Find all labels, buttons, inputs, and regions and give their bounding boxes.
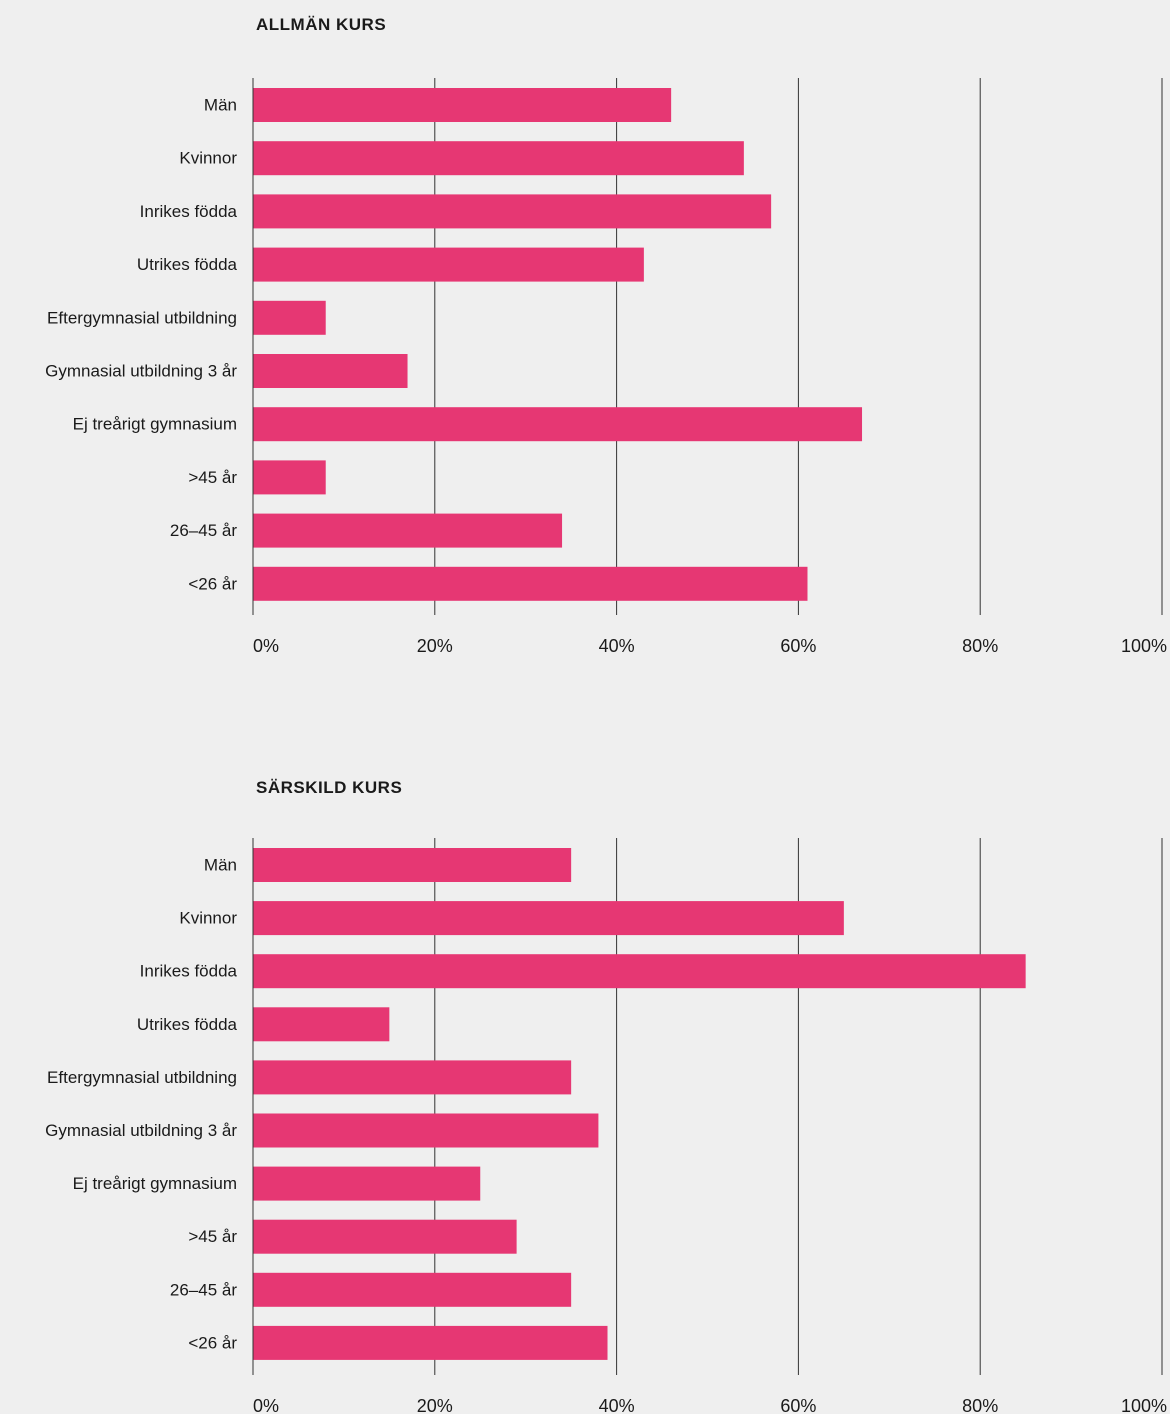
tick-label: 60% [780,636,816,656]
bar [253,354,408,388]
bar [253,1166,481,1201]
bar [253,1113,599,1148]
bar [253,1007,390,1042]
category-label: Kvinnor [179,149,237,168]
category-label: >45 år [188,468,237,487]
tick-label: 80% [962,636,998,656]
category-label: Män [204,856,237,875]
category-label: Gymnasial utbildning 3 år [45,362,237,381]
bar [253,513,563,548]
bar [253,1060,572,1095]
bar [253,1219,517,1254]
chart-panel-allman: ALLMÄN KURS Män Kvinnor Inrikes födda Utrik… [0,0,1170,700]
tick-label: 20% [417,636,453,656]
bar [253,1325,608,1360]
tick-label: 100% [1121,636,1167,656]
bar [253,407,863,442]
category-label: Eftergymnasial utbildning [47,1068,237,1087]
category-label: <26 år [188,1333,237,1352]
bar [253,566,808,601]
bar-chart-allman: Män Kvinnor Inrikes födda Utrikes födda Efte… [45,78,1167,656]
category-label: Ej treårigt gymnasium [73,415,237,434]
tick-label: 0% [253,636,279,656]
bar [253,247,644,282]
bar [253,88,672,122]
bar [253,141,744,176]
bar [253,300,326,335]
chart-title: ALLMÄN KURS [256,15,387,34]
category-label: Ej treårigt gymnasium [73,1174,237,1193]
tick-label: 40% [599,1396,635,1414]
category-label: Inrikes födda [140,202,238,221]
bar [253,194,772,229]
bar [253,848,572,882]
category-label: Utrikes födda [137,255,238,274]
tick-label: 0% [253,1396,279,1414]
category-label: 26–45 år [170,1280,237,1299]
chart-title: SÄRSKILD KURS [256,778,403,797]
tick-label: 40% [599,636,635,656]
tick-label: 80% [962,1396,998,1414]
bar [253,1272,572,1307]
bar [253,460,326,495]
category-label: Gymnasial utbildning 3 år [45,1121,237,1140]
bar [253,954,1026,989]
category-label: 26–45 år [170,521,237,540]
tick-label: 20% [417,1396,453,1414]
category-label: Eftergymnasial utbildning [47,308,237,327]
category-label: Kvinnor [179,909,237,928]
bar [253,901,844,936]
category-label: <26 år [188,574,237,593]
tick-label: 60% [780,1396,816,1414]
category-label: Utrikes födda [137,1015,238,1034]
category-label: >45 år [188,1227,237,1246]
category-label: Män [204,96,237,115]
tick-label: 100% [1121,1396,1167,1414]
category-label: Inrikes födda [140,962,238,981]
